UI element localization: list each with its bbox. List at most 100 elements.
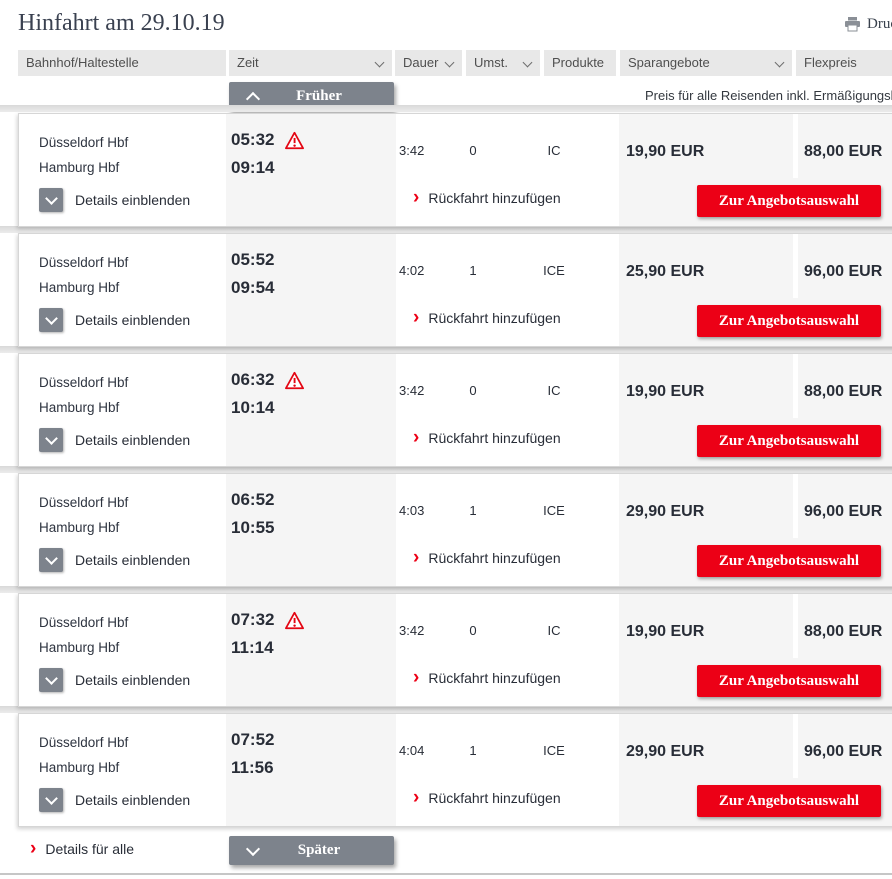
chevron-down-icon — [39, 428, 63, 452]
chevron-down-icon — [522, 57, 533, 68]
column-header-saver[interactable]: Sparangebote — [620, 50, 792, 76]
chevron-right-icon: › — [30, 838, 37, 859]
add-return-label: Rückfahrt hinzufügen — [428, 550, 561, 566]
changes-value: 0 — [469, 623, 477, 638]
chevron-down-icon — [374, 57, 385, 68]
chevron-down-icon — [39, 788, 63, 812]
price-note: Preis für alle Reisenden inkl. Ermäßigun… — [645, 88, 892, 103]
product-value: IC — [547, 383, 561, 398]
add-return-link[interactable]: › Rückfahrt hinzufügen — [413, 548, 561, 567]
connection-row: Düsseldorf Hbf Hamburg Hbf 05:32 09:14 3… — [18, 113, 892, 227]
chevron-right-icon: › — [413, 307, 420, 328]
column-header-changes[interactable]: Umst. — [466, 50, 540, 76]
price-divider — [793, 114, 798, 178]
add-return-link[interactable]: › Rückfahrt hinzufügen — [413, 307, 561, 328]
connection-row: Düsseldorf Hbf Hamburg Hbf 07:52 11:56 4… — [18, 713, 892, 827]
details-toggle-button[interactable]: Details einblenden — [39, 308, 190, 332]
price-divider — [793, 474, 798, 538]
connection-row: Düsseldorf Hbf Hamburg Hbf 05:52 09:54 4… — [18, 233, 892, 347]
chevron-right-icon: › — [413, 667, 420, 688]
changes-value: 0 — [469, 383, 477, 398]
details-toggle-button[interactable]: Details einblenden — [39, 188, 190, 212]
chevron-down-icon — [444, 57, 455, 68]
time-section — [226, 234, 396, 346]
departure-station: Düsseldorf Hbf — [39, 255, 129, 270]
offer-select-button[interactable]: Zur Angebotsauswahl — [697, 185, 881, 217]
connection-row: Düsseldorf Hbf Hamburg Hbf 06:52 10:55 4… — [18, 473, 892, 587]
offer-select-button[interactable]: Zur Angebotsauswahl — [697, 425, 881, 457]
column-header-time[interactable]: Zeit — [229, 50, 392, 76]
print-label: Drucken — [867, 16, 892, 32]
add-return-label: Rückfahrt hinzufügen — [428, 310, 561, 326]
arrival-time: 09:54 — [231, 278, 275, 297]
connection-row: Düsseldorf Hbf Hamburg Hbf 06:32 10:14 3… — [18, 353, 892, 467]
warning-icon — [284, 611, 305, 630]
details-toggle-label: Details einblenden — [75, 672, 191, 688]
product-value: IC — [547, 623, 561, 638]
print-button[interactable]: Drucken — [844, 16, 892, 33]
details-toggle-button[interactable]: Details einblenden — [39, 428, 190, 452]
changes-value: 0 — [469, 143, 477, 158]
add-return-link[interactable]: › Rückfahrt hinzufügen — [413, 187, 561, 208]
departure-station: Düsseldorf Hbf — [39, 375, 129, 390]
chevron-down-icon — [774, 57, 785, 68]
chevron-right-icon: › — [413, 187, 420, 208]
column-header-duration[interactable]: Dauer — [395, 50, 462, 76]
column-header-time-label: Zeit — [237, 55, 259, 70]
chevron-down-icon — [39, 308, 63, 332]
product-value: ICE — [543, 743, 565, 758]
column-header-products: Produkte — [544, 50, 616, 76]
flex-price: 96,00 EUR — [804, 263, 883, 280]
time-section — [226, 474, 396, 586]
departure-station: Düsseldorf Hbf — [39, 135, 129, 150]
saver-price: 25,90 EUR — [626, 263, 705, 280]
price-divider — [793, 234, 798, 298]
details-toggle-button[interactable]: Details einblenden — [39, 788, 190, 812]
details-toggle-label: Details einblenden — [75, 312, 191, 328]
later-button[interactable]: Später — [229, 836, 394, 865]
page-title: Hinfahrt am 29.10.19 — [18, 10, 225, 36]
duration-value: 3:42 — [399, 143, 425, 158]
time-section — [226, 714, 396, 826]
add-return-link[interactable]: › Rückfahrt hinzufügen — [413, 427, 561, 448]
row-separator — [0, 706, 892, 713]
offer-select-button[interactable]: Zur Angebotsauswahl — [697, 305, 881, 337]
details-toggle-button[interactable]: Details einblenden — [39, 548, 190, 572]
arrival-station: Hamburg Hbf — [39, 640, 120, 655]
arrival-time: 09:14 — [231, 158, 275, 177]
departure-time: 06:32 — [231, 370, 275, 389]
add-return-link[interactable]: › Rückfahrt hinzufügen — [413, 667, 561, 688]
flex-price: 88,00 EUR — [804, 383, 883, 400]
chevron-right-icon: › — [413, 427, 420, 448]
saver-price: 19,90 EUR — [626, 383, 705, 400]
row-separator — [0, 346, 892, 353]
warning-icon — [284, 131, 305, 150]
departure-time: 07:32 — [231, 610, 275, 629]
duration-value: 3:42 — [399, 383, 425, 398]
details-toggle-button[interactable]: Details einblenden — [39, 668, 190, 692]
arrival-station: Hamburg Hbf — [39, 400, 120, 415]
offer-select-button[interactable]: Zur Angebotsauswahl — [697, 785, 881, 817]
details-all-link[interactable]: › Details für alle — [30, 838, 134, 859]
flex-price: 88,00 EUR — [804, 623, 883, 640]
duration-value: 4:02 — [399, 263, 425, 278]
arrival-station: Hamburg Hbf — [39, 280, 120, 295]
time-section — [226, 594, 396, 706]
chevron-down-icon — [39, 188, 63, 212]
departure-station: Düsseldorf Hbf — [39, 615, 129, 630]
column-header-duration-label: Dauer — [403, 55, 439, 70]
arrival-station: Hamburg Hbf — [39, 160, 120, 175]
chevron-down-icon — [39, 548, 63, 572]
add-return-link[interactable]: › Rückfahrt hinzufügen — [413, 788, 561, 807]
column-header-flex: Flexpreis — [796, 50, 892, 76]
saver-price: 29,90 EUR — [626, 743, 705, 760]
time-section — [226, 114, 396, 226]
offer-select-button[interactable]: Zur Angebotsauswahl — [697, 665, 881, 697]
departure-time: 05:32 — [231, 130, 275, 149]
row-separator — [0, 105, 892, 112]
arrival-time: 10:14 — [231, 398, 275, 417]
offer-select-button[interactable]: Zur Angebotsauswahl — [697, 545, 881, 577]
departure-station: Düsseldorf Hbf — [39, 495, 129, 510]
product-value: ICE — [543, 263, 565, 278]
connection-row: Düsseldorf Hbf Hamburg Hbf 07:32 11:14 3… — [18, 593, 892, 707]
